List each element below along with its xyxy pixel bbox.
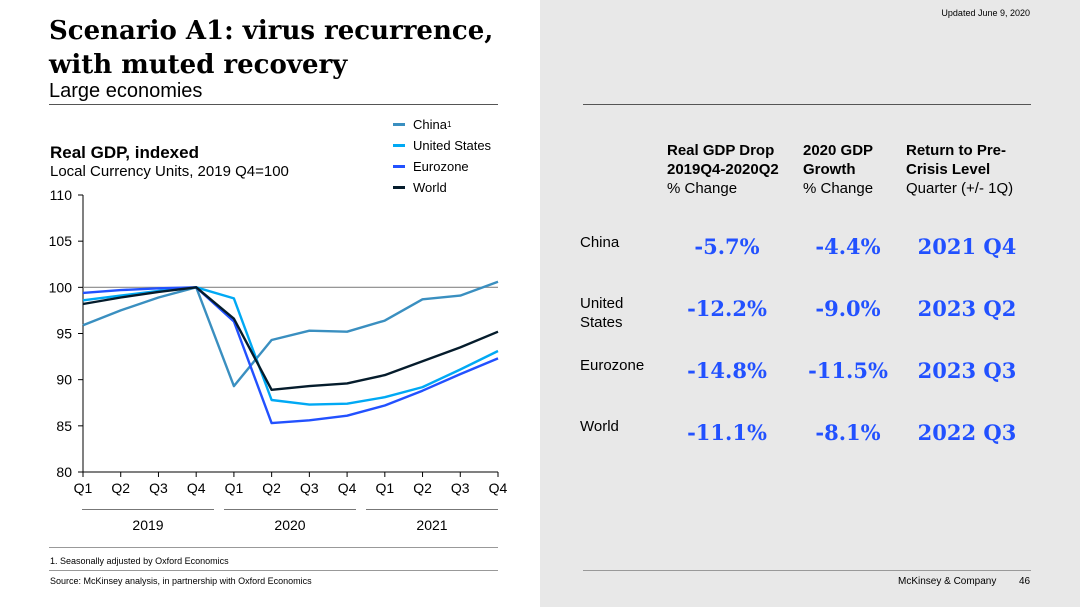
cell-return-united-states: 2023 Q2 [917,296,1017,321]
x-tick-label: Q1 [74,480,93,496]
col-header-line: 2019Q4-2020Q2 [667,161,779,178]
y-tick-label: 105 [49,233,73,249]
y-tick-label: 80 [56,464,72,480]
row-label-line: World [580,418,619,435]
page-title-line1: Scenario A1: virus recurrence, [49,16,494,46]
cell-drop-united-states: -12.2% [687,296,767,321]
page-title: Scenario A1: virus recurrence, with mute… [49,14,519,82]
legend-item-china: China 1 [393,114,491,135]
cell-growth-china: -4.4% [815,234,881,259]
x-tick-label: Q2 [413,480,432,496]
cell-growth-united-states: -9.0% [815,296,881,321]
legend-label: China [413,117,447,132]
y-tick-label: 100 [49,279,73,295]
x-tick-label: Q1 [225,480,244,496]
footer-rule [583,570,1031,571]
year-rule-2019 [82,509,214,510]
source-rule [49,570,498,571]
brand-name: McKinsey & Company [898,576,997,587]
year-label-2019: 2019 [132,517,164,533]
chart-title: Real GDP, indexed [50,143,199,162]
y-tick-label: 85 [56,418,72,434]
updated-date: Updated June 9, 2020 [941,8,1030,18]
col-header-line: Crisis Level [906,161,991,178]
legend-swatch [393,123,405,126]
x-tick-label: Q4 [489,480,508,496]
row-label-china: China [580,233,670,252]
col-header-return: Return to Pre- Crisis Level Quarter (+/-… [906,141,1013,198]
series-line-eurozone [82,286,499,425]
page-subtitle: Large economies [49,80,203,102]
legend-footnote-mark: 1 [446,120,452,129]
cell-return-world: 2022 Q3 [917,420,1017,445]
x-tick-label: Q2 [262,480,281,496]
col-header-unit: % Change [667,180,738,197]
cell-drop-china: -5.7% [694,234,760,259]
year-rule-2020 [224,509,356,510]
row-label-world: World [580,417,670,436]
chart-subtitle: Local Currency Units, 2019 Q4=100 [50,163,289,180]
col-header-line: 2020 GDP [803,142,874,159]
cell-return-eurozone: 2023 Q3 [917,358,1017,383]
legend-swatch [393,165,405,168]
x-tick-label: Q4 [187,480,206,496]
col-header-gdp-growth: 2020 GDP Growth % Change [803,141,873,198]
page-title-line2: with muted recovery [49,50,348,80]
year-label-2020: 2020 [274,517,306,533]
legend-item-world: World [393,177,491,198]
cell-return-china: 2021 Q4 [917,234,1017,259]
row-label-line: Eurozone [580,357,645,374]
year-label-2021: 2021 [416,517,448,533]
title-rule [49,104,498,105]
x-tick-label: Q3 [300,480,319,496]
x-tick-label: Q2 [111,480,130,496]
col-header-unit: Quarter (+/- 1Q) [906,180,1014,197]
x-tick-label: Q4 [338,480,357,496]
footnote-rule [49,547,498,548]
col-header-line: Growth [803,161,856,178]
legend-swatch [393,144,405,147]
source-note: Source: McKinsey analysis, in partnershi… [50,576,312,586]
cell-drop-eurozone: -14.8% [687,358,767,383]
series-line-world [82,286,499,391]
y-tick-label: 90 [56,372,72,388]
x-tick-label: Q3 [451,480,470,496]
col-header-unit: % Change [803,180,874,197]
footnote: 1. Seasonally adjusted by Oxford Economi… [50,556,229,566]
y-tick-label: 95 [56,326,72,342]
y-tick-label: 110 [50,187,73,203]
series-line-china [82,280,499,388]
cell-growth-world: -8.1% [815,420,881,445]
row-label-united-states: United States [580,294,670,332]
row-label-line: China [580,234,620,251]
col-header-line: Real GDP Drop [667,142,775,159]
legend-label: World [413,180,447,195]
col-header-line: Return to Pre- [906,142,1007,159]
x-tick-label: Q1 [375,480,394,496]
year-rule-2021 [366,509,498,510]
col-header-gdp-drop: Real GDP Drop 2019Q4-2020Q2 % Change [667,141,779,198]
right-panel [540,0,1080,607]
table-top-rule [583,104,1031,105]
legend-label: Eurozone [413,159,469,174]
page-number: 46 [1019,576,1031,587]
legend-item-eurozone: Eurozone [393,156,491,177]
chart-legend: China 1 United States Eurozone World [393,114,491,198]
row-label-eurozone: Eurozone [580,356,670,375]
legend-label: United States [413,138,492,153]
legend-swatch [393,186,405,189]
legend-item-united-states: United States [393,135,491,156]
cell-drop-world: -11.1% [687,420,767,445]
row-label-line: United [580,295,624,312]
line-chart: 80 85 90 95 100 105 110 Q1 Q2 Q3 Q4 Q1 Q2 Q3 Q4 Q1 Q2 Q3 Q… [49,187,508,496]
x-tick-label: Q3 [149,480,168,496]
cell-growth-eurozone: -11.5% [808,358,888,383]
row-label-line: States [580,314,623,331]
